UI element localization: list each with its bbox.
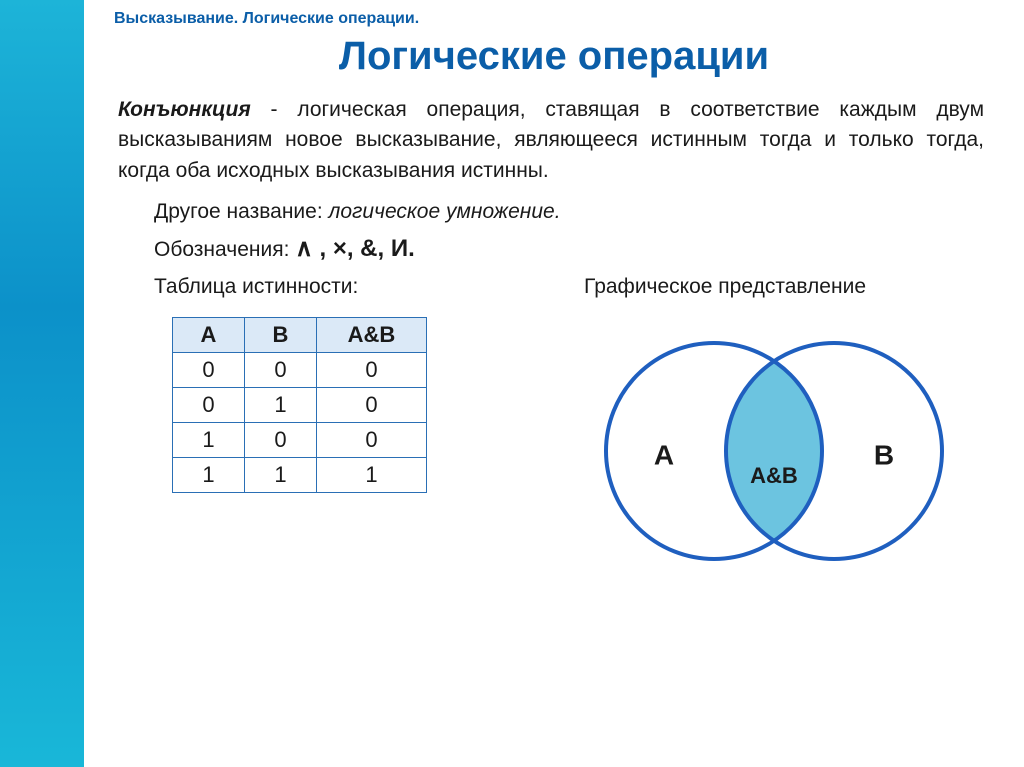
slide: Высказывание. Логические операции. Логич… <box>0 0 1024 767</box>
venn-title: Графическое представление <box>584 275 994 299</box>
th-ab: А&В <box>317 318 427 353</box>
truth-table-title: Таблица истинности: <box>154 275 534 299</box>
svg-text:B: B <box>874 440 894 471</box>
page-title: Логические операции <box>114 34 994 79</box>
venn-section: Графическое представление A B A&B <box>574 275 994 571</box>
term: Конъюнкция <box>118 98 251 121</box>
definition-text: Конъюнкция - логическая операция, ставящ… <box>118 95 984 186</box>
alt-name-value: логическое умножение. <box>329 200 561 223</box>
svg-text:A: A <box>654 440 674 471</box>
table-cell: 0 <box>245 423 317 458</box>
table-cell: 0 <box>317 353 427 388</box>
venn-diagram: A B A&B <box>574 311 954 571</box>
notation-label: Обозначения: <box>154 238 295 261</box>
table-cell: 0 <box>173 388 245 423</box>
truth-table: А В А&В 000010100111 <box>172 317 427 493</box>
th-b: В <box>245 318 317 353</box>
table-row: 010 <box>173 388 427 423</box>
alt-name-label: Другое название: <box>154 200 329 223</box>
table-row: 100 <box>173 423 427 458</box>
notation-symbols: ∧ , ×, &, И. <box>295 235 415 262</box>
svg-text:A&B: A&B <box>750 463 798 488</box>
table-cell: 1 <box>173 458 245 493</box>
left-sidebar <box>0 0 84 767</box>
truth-table-body: 000010100111 <box>173 353 427 493</box>
breadcrumb: Высказывание. Логические операции. <box>114 10 994 28</box>
table-cell: 1 <box>173 423 245 458</box>
alt-name-line: Другое название: логическое умножение. <box>154 200 984 224</box>
table-cell: 1 <box>245 458 317 493</box>
th-a: А <box>173 318 245 353</box>
table-header-row: А В А&В <box>173 318 427 353</box>
truth-table-section: Таблица истинности: А В А&В 000010100111 <box>114 275 534 571</box>
table-cell: 1 <box>245 388 317 423</box>
table-row: 111 <box>173 458 427 493</box>
venn-svg: A B A&B <box>574 311 974 581</box>
content-area: Высказывание. Логические операции. Логич… <box>84 0 1024 767</box>
table-cell: 0 <box>317 423 427 458</box>
table-cell: 0 <box>245 353 317 388</box>
sections: Таблица истинности: А В А&В 000010100111… <box>114 275 994 571</box>
notation-line: Обозначения: ∧ , ×, &, И. <box>154 234 984 263</box>
table-cell: 1 <box>317 458 427 493</box>
table-cell: 0 <box>317 388 427 423</box>
table-cell: 0 <box>173 353 245 388</box>
table-row: 000 <box>173 353 427 388</box>
